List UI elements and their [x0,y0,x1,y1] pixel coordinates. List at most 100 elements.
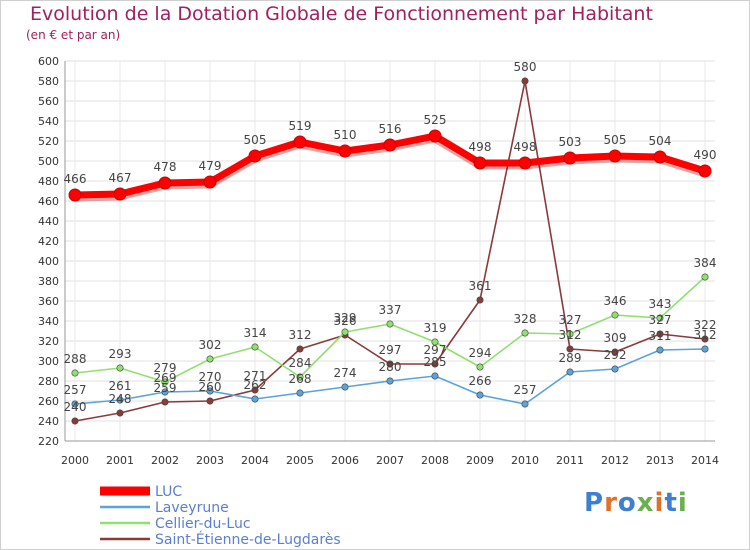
x-tick-label: 2014 [691,454,719,467]
x-tick-label: 2012 [601,454,629,467]
data-point [473,156,487,170]
data-label: 504 [649,134,672,148]
y-tick-label: 400 [38,255,59,268]
y-tick-label: 480 [38,175,59,188]
data-point [71,400,79,408]
data-point [431,338,439,346]
data-point [521,329,529,337]
data-label: 257 [514,383,537,397]
data-label: 327 [559,313,582,327]
data-label: 285 [424,355,447,369]
data-point [656,330,664,338]
data-point [116,396,124,404]
data-label: 311 [649,329,672,343]
y-tick-label: 320 [38,335,59,348]
data-point [158,176,172,190]
data-point [563,151,577,165]
data-point [341,383,349,391]
data-label: 519 [289,119,312,133]
data-label: 516 [379,122,402,136]
data-label: 292 [604,348,627,362]
data-point [701,273,709,281]
data-label: 384 [694,256,717,270]
data-label: 279 [154,361,177,375]
y-tick-label: 380 [38,275,59,288]
x-tick-label: 2003 [196,454,224,467]
data-label: 361 [469,279,492,293]
data-label: 327 [649,313,672,327]
data-point [68,188,82,202]
data-point [113,187,127,201]
data-label: 274 [334,366,357,380]
data-point [608,149,622,163]
data-label: 505 [604,133,627,147]
y-tick-label: 580 [38,75,59,88]
data-label: 289 [559,351,582,365]
data-point [656,346,664,354]
data-label: 280 [379,360,402,374]
y-tick-label: 420 [38,235,59,248]
chart-title: Evolution de la Dotation Globale de Fonc… [30,3,653,25]
x-tick-label: 2009 [466,454,494,467]
data-label: 257 [64,383,87,397]
data-point [521,77,529,85]
data-label: 490 [694,148,717,162]
data-label: 268 [289,372,312,386]
data-point [611,311,619,319]
data-point [341,328,349,336]
data-label: 314 [244,326,267,340]
x-tick-label: 2013 [646,454,674,467]
data-label: 337 [379,303,402,317]
data-point [203,175,217,189]
data-label: 346 [604,294,627,308]
data-point [431,372,439,380]
data-point [611,348,619,356]
data-point [71,369,79,377]
x-tick-label: 2004 [241,454,269,467]
data-point [116,364,124,372]
data-point [161,398,169,406]
legend-label: LUC [155,484,182,500]
data-label: 503 [559,135,582,149]
y-tick-label: 240 [38,415,59,428]
data-point [161,388,169,396]
data-point [566,345,574,353]
data-point [566,368,574,376]
x-tick-label: 2001 [106,454,134,467]
data-point [251,343,259,351]
data-point [386,320,394,328]
data-point [653,150,667,164]
data-point [611,365,619,373]
data-label: 262 [244,378,267,392]
data-point [701,345,709,353]
data-label: 478 [154,160,177,174]
x-tick-label: 2002 [151,454,179,467]
data-label: 312 [559,328,582,342]
data-point [116,409,124,417]
data-label: 329 [334,311,357,325]
data-label: 322 [694,318,717,332]
chart-subtitle: (en € et par an) [26,28,121,42]
data-label: 466 [64,172,87,186]
data-label: 505 [244,133,267,147]
y-tick-label: 560 [38,95,59,108]
data-label: 284 [289,356,312,370]
data-label: 293 [109,347,132,361]
x-tick-label: 2006 [331,454,359,467]
y-tick-label: 520 [38,135,59,148]
y-tick-label: 340 [38,315,59,328]
data-point [566,330,574,338]
y-tick-label: 460 [38,195,59,208]
data-label: 479 [199,159,222,173]
data-label: 525 [424,113,447,127]
y-tick-label: 300 [38,355,59,368]
y-tick-label: 540 [38,115,59,128]
data-label: 467 [109,171,132,185]
data-point [206,397,214,405]
data-label: 302 [199,338,222,352]
x-tick-label: 2000 [61,454,89,467]
data-label: 343 [649,297,672,311]
data-label: 510 [334,128,357,142]
x-tick-label: 2007 [376,454,404,467]
y-tick-label: 500 [38,155,59,168]
